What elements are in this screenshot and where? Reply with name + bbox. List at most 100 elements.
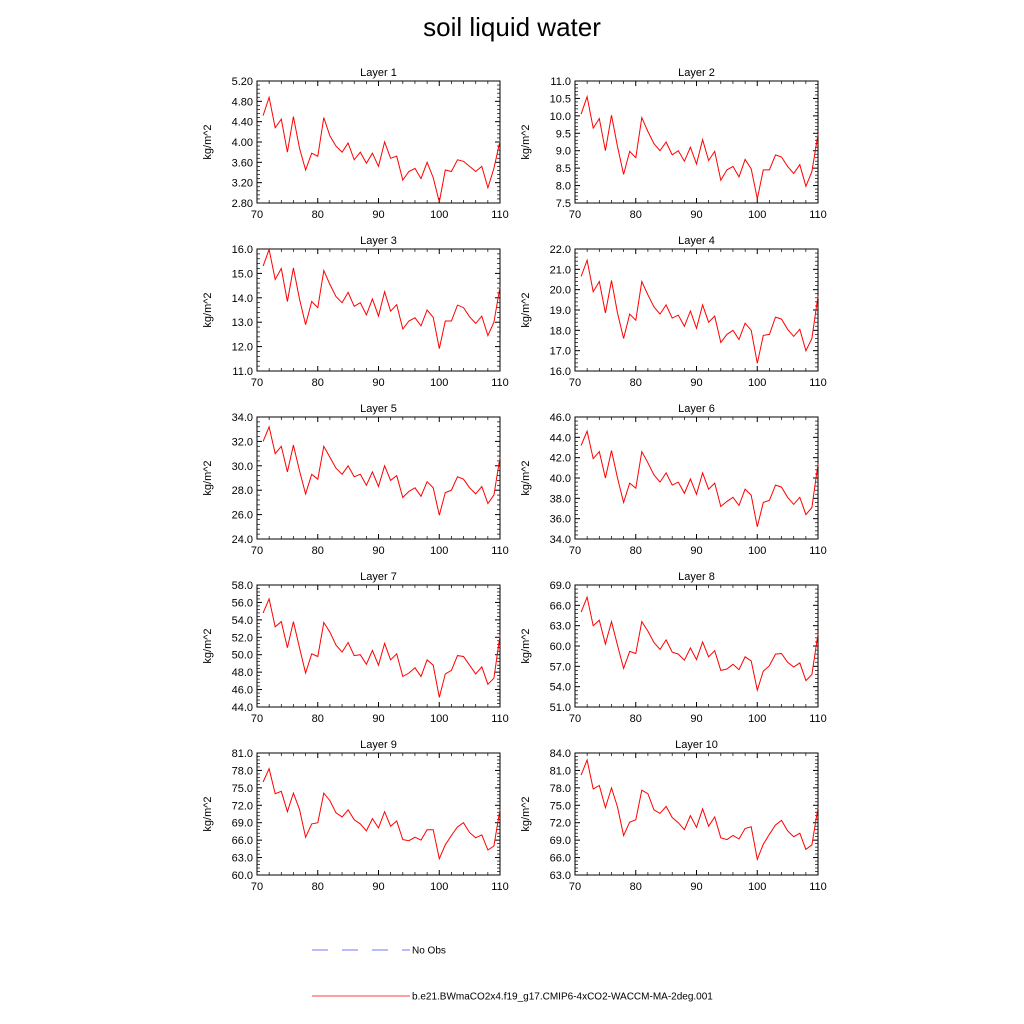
x-tick-label: 70 (569, 713, 581, 725)
x-tick-label: 80 (312, 713, 324, 725)
series-line (580, 429, 819, 527)
y-tick-label: 12.0 (232, 342, 253, 354)
y-tick-label: 10.5 (550, 93, 571, 105)
y-tick-label: 81.0 (232, 748, 253, 760)
x-tick-label: 90 (690, 377, 702, 389)
y-axis-label: kg/m^2 (202, 796, 214, 831)
x-tick-label: 80 (630, 713, 642, 725)
series-line (580, 595, 819, 693)
y-tick-label: 75.0 (550, 800, 571, 812)
y-tick-label: 84.0 (550, 748, 571, 760)
y-axis-label: kg/m^2 (520, 628, 532, 663)
x-tick-label: 110 (809, 545, 827, 557)
series-line (262, 425, 501, 516)
x-tick-label: 70 (251, 545, 263, 557)
x-tick-label: 70 (569, 881, 581, 893)
plot-frame (256, 80, 501, 204)
y-tick-label: 4.40 (232, 117, 253, 129)
y-tick-label: 52.0 (232, 632, 253, 644)
y-tick-label: 81.0 (550, 765, 571, 777)
x-tick-label: 100 (430, 713, 448, 725)
x-tick-label: 80 (630, 881, 642, 893)
y-tick-label: 9.5 (556, 128, 571, 140)
panel-layer-2: Layer 2 kg/m^2 70 80 90 100 110 7.5 8.0 8.5 9.0 9.5… (520, 67, 827, 221)
y-tick-label: 60.0 (550, 641, 571, 653)
y-tick-label: 46.0 (232, 685, 253, 697)
y-tick-label: 20.0 (550, 285, 571, 297)
y-tick-label: 50.0 (232, 650, 253, 662)
x-tick-label: 90 (690, 713, 702, 725)
y-axis-label: kg/m^2 (520, 460, 532, 495)
x-tick-label: 110 (491, 881, 509, 893)
x-tick-label: 80 (312, 209, 324, 221)
chart-title: soil liquid water (423, 12, 601, 42)
y-tick-label: 14.0 (232, 293, 253, 305)
y-tick-label: 63.0 (550, 870, 571, 882)
x-tick-label: 90 (690, 881, 702, 893)
plot-frame (574, 80, 819, 204)
panel-layer-8: Layer 8 kg/m^2 70 80 90 100 110 51.0 54.0 57.0 60.… (520, 571, 827, 725)
x-tick-label: 100 (748, 713, 766, 725)
y-axis-label: kg/m^2 (202, 292, 214, 327)
y-tick-label: 11.0 (550, 76, 571, 88)
x-tick-label: 100 (748, 881, 766, 893)
panel-title: Layer 1 (360, 67, 397, 79)
x-tick-label: 100 (430, 545, 448, 557)
x-tick-label: 80 (630, 545, 642, 557)
x-tick-label: 100 (748, 377, 766, 389)
y-tick-label: 40.0 (550, 473, 571, 485)
y-axis-label: kg/m^2 (520, 124, 532, 159)
panel-title: Layer 10 (675, 739, 718, 751)
series-line (262, 247, 501, 349)
y-tick-label: 16.0 (232, 244, 253, 256)
y-tick-label: 4.80 (232, 96, 253, 108)
plot-frame (256, 248, 501, 372)
y-tick-label: 24.0 (232, 534, 253, 546)
panel-layer-6: Layer 6 kg/m^2 70 80 90 100 110 34.0 36.0 38.0 40.… (520, 403, 827, 557)
panel-layer-7: Layer 7 kg/m^2 70 80 90 100 110 44.0 46.0 48.0 50.… (202, 571, 509, 725)
x-tick-label: 110 (491, 377, 509, 389)
y-tick-label: 21.0 (550, 264, 571, 276)
y-tick-label: 69.0 (550, 580, 571, 592)
x-tick-label: 70 (569, 545, 581, 557)
x-tick-label: 110 (491, 545, 509, 557)
panel-layer-1: Layer 1 kg/m^2 70 80 90 100 110 2.80 3.20 3.60 4.0… (202, 67, 509, 221)
y-tick-label: 69.0 (550, 835, 571, 847)
plot-frame (256, 416, 501, 540)
x-tick-label: 90 (372, 713, 384, 725)
panel-title: Layer 9 (360, 739, 397, 751)
panel-title: Layer 8 (678, 571, 715, 583)
plot-frame (574, 584, 819, 708)
y-tick-label: 38.0 (550, 493, 571, 505)
y-axis-label: kg/m^2 (520, 292, 532, 327)
y-tick-label: 57.0 (550, 661, 571, 673)
y-tick-label: 22.0 (550, 244, 571, 256)
y-tick-label: 15.0 (232, 268, 253, 280)
y-tick-label: 66.0 (550, 853, 571, 865)
y-tick-label: 48.0 (232, 667, 253, 679)
panel-title: Layer 5 (360, 403, 397, 415)
x-tick-label: 80 (630, 209, 642, 221)
panel-layer-10: Layer 10 kg/m^2 70 80 90 100 110 63.0 66.0 69.0 72… (520, 739, 827, 893)
panel-title: Layer 7 (360, 571, 397, 583)
y-tick-label: 72.0 (550, 818, 571, 830)
x-tick-label: 110 (809, 209, 827, 221)
panel-layer-5: Layer 5 kg/m^2 70 80 90 100 110 24.0 26.0 28.0 30.… (202, 403, 509, 557)
y-tick-label: 78.0 (550, 783, 571, 795)
series-line (580, 258, 819, 364)
y-tick-label: 4.00 (232, 137, 253, 149)
x-tick-label: 90 (372, 209, 384, 221)
y-tick-label: 54.0 (550, 682, 571, 694)
x-tick-label: 70 (251, 713, 263, 725)
x-tick-label: 80 (630, 377, 642, 389)
panel-layer-9: Layer 9 kg/m^2 70 80 90 100 110 60.0 63.0 66.0 69.… (202, 739, 509, 893)
y-tick-label: 42.0 (550, 453, 571, 465)
series-line (262, 767, 501, 861)
y-tick-label: 54.0 (232, 615, 253, 627)
y-tick-label: 72.0 (232, 800, 253, 812)
y-tick-label: 44.0 (232, 702, 253, 714)
series-line (580, 758, 819, 862)
x-tick-label: 90 (690, 545, 702, 557)
x-tick-label: 80 (312, 881, 324, 893)
y-tick-label: 7.5 (556, 198, 571, 210)
